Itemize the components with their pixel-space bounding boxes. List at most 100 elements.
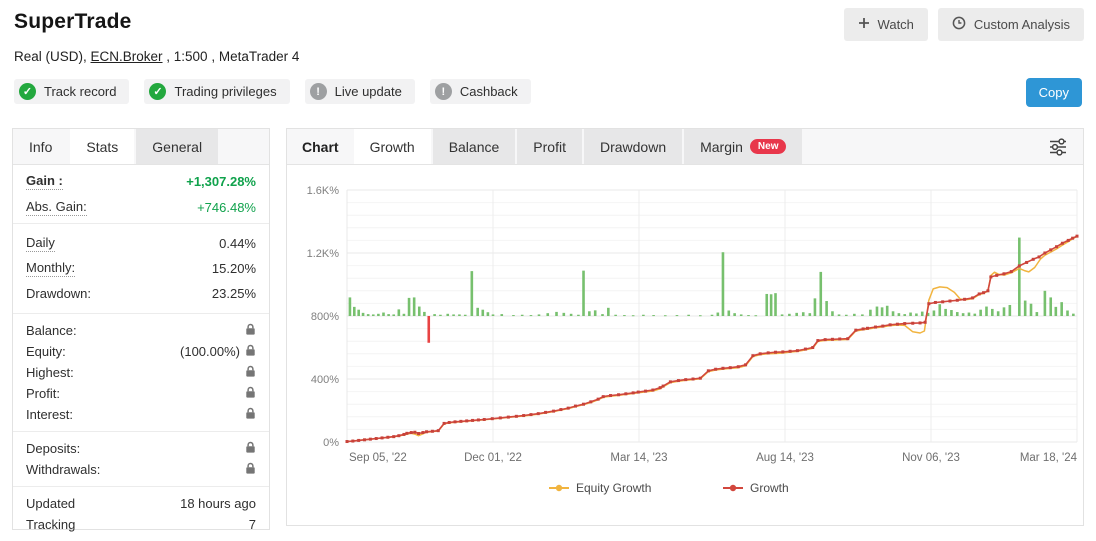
growth-marker xyxy=(838,337,842,341)
growth-marker xyxy=(1031,257,1035,261)
gain-bar xyxy=(765,293,769,316)
growth-marker xyxy=(459,419,463,423)
growth-marker xyxy=(436,429,440,433)
x-tick-label: Mar 14, '23 xyxy=(610,452,667,464)
growth-marker xyxy=(706,369,710,373)
growth-marker xyxy=(447,420,451,424)
custom-analysis-button[interactable]: Custom Analysis xyxy=(937,8,1084,41)
subtitle-text-post: , 1:500 , MetaTrader 4 xyxy=(162,49,300,64)
stats-label: Tracking xyxy=(26,517,76,532)
stats-row-profit: Profit: xyxy=(13,383,269,404)
growth-line xyxy=(346,235,1078,443)
stats-label: Highest: xyxy=(26,365,74,380)
stats-group: Deposits: Withdrawals: xyxy=(13,432,269,487)
growth-marker xyxy=(544,410,548,414)
gain-bar xyxy=(915,313,918,316)
copy-button[interactable]: Copy xyxy=(1025,78,1082,107)
stats-value xyxy=(245,441,256,457)
growth-marker xyxy=(631,391,635,395)
stats-value: +746.48% xyxy=(197,200,256,215)
tab-balance[interactable]: Balance xyxy=(432,129,516,164)
lock-icon-wrap xyxy=(245,441,256,457)
tab-growth[interactable]: Growth xyxy=(353,129,431,164)
y-tick-label: 800% xyxy=(311,311,339,323)
stats-group: Balance: Equity: (100.00%) Highest: Profit: I… xyxy=(13,314,269,432)
growth-marker xyxy=(1002,272,1006,276)
gain-bar xyxy=(875,306,879,316)
legend-item-growth[interactable]: Growth xyxy=(723,481,789,495)
chart-legend: Equity Growth Growth xyxy=(549,481,789,495)
gain-bar xyxy=(996,311,1000,316)
tab-info[interactable]: Info xyxy=(29,138,53,155)
growth-markers xyxy=(345,234,1079,444)
subtitle-text-pre: Real (USD), xyxy=(14,49,91,64)
growth-marker xyxy=(601,395,605,399)
growth-marker xyxy=(609,394,613,398)
lock-icon-wrap xyxy=(245,386,256,402)
stats-value: 7 xyxy=(249,517,256,532)
gain-bar xyxy=(397,309,401,316)
gain-bar xyxy=(1060,302,1063,316)
gain-bar xyxy=(780,314,784,316)
status-badge-track-record: ✓ Track record xyxy=(14,79,130,104)
gain-bar xyxy=(1049,297,1053,316)
stats-tabstrip: Info Stats General xyxy=(13,129,269,165)
gain-bar xyxy=(885,305,889,316)
growth-marker xyxy=(425,430,429,434)
growth-marker xyxy=(1055,245,1059,249)
stats-value-text: 23.25% xyxy=(211,286,256,301)
gain-bar xyxy=(537,314,541,316)
chart-settings-icon[interactable] xyxy=(1047,129,1083,164)
gain-bar xyxy=(1035,312,1039,316)
lock-icon-wrap xyxy=(245,407,256,423)
stats-value xyxy=(245,323,256,339)
growth-marker xyxy=(986,289,990,293)
growth-marker xyxy=(405,431,409,435)
lock-icon-wrap xyxy=(245,462,256,478)
growth-marker xyxy=(698,376,702,380)
broker-link[interactable]: ECN.Broker xyxy=(90,49,163,64)
gain-bar xyxy=(837,314,841,316)
stats-value-text: +1,307.28% xyxy=(186,173,256,189)
gain-bar xyxy=(361,312,365,316)
account-subtitle: Real (USD), ECN.Broker , 1:500 , MetaTra… xyxy=(14,49,1082,64)
x-tick-label: Aug 14, '23 xyxy=(756,452,814,464)
tab-margin[interactable]: Margin New xyxy=(684,129,803,164)
stats-value: 18 hours ago xyxy=(180,496,256,511)
stats-value xyxy=(245,462,256,478)
growth-marker xyxy=(409,431,413,435)
growth-marker xyxy=(471,418,475,422)
gain-bar xyxy=(433,314,436,316)
watch-button[interactable]: Watch xyxy=(843,8,928,41)
stats-value: 15.20% xyxy=(212,261,256,276)
tab-general[interactable]: General xyxy=(136,129,219,164)
gain-bar xyxy=(476,307,479,316)
gain-bar xyxy=(961,313,965,316)
gain-bar xyxy=(1008,304,1012,316)
stats-label: Daily xyxy=(26,235,55,252)
stats-body: Gain : +1,307.28% Abs. Gain: +746.48% Daily 0… xyxy=(13,165,269,541)
tab-stats[interactable]: Stats xyxy=(70,129,135,164)
growth-marker xyxy=(788,349,792,353)
growth-marker xyxy=(691,377,695,381)
growth-marker xyxy=(363,438,367,442)
growth-marker xyxy=(1037,255,1041,259)
x-tick-label: Nov 06, '23 xyxy=(902,452,960,464)
tab-profit[interactable]: Profit xyxy=(517,129,582,164)
y-tick-label: 1.2K% xyxy=(307,248,340,260)
chart-card: Chart Growth Balance Profit Drawdown Margin N… xyxy=(286,128,1084,526)
legend-label: Growth xyxy=(750,481,789,495)
profit-bars xyxy=(348,237,1075,343)
legend-item-equity-growth[interactable]: Equity Growth xyxy=(549,481,651,495)
growth-marker xyxy=(380,436,384,440)
gain-bar xyxy=(769,294,773,316)
gain-bar xyxy=(831,311,834,316)
gain-bar xyxy=(423,311,426,316)
growth-marker xyxy=(714,367,718,371)
legend-marker-dot xyxy=(555,484,563,492)
stats-row-highest: Highest: xyxy=(13,362,269,383)
growth-marker xyxy=(644,389,648,393)
gain-bar xyxy=(926,312,930,316)
stats-value-text: +746.48% xyxy=(197,199,256,215)
tab-drawdown[interactable]: Drawdown xyxy=(583,129,683,164)
